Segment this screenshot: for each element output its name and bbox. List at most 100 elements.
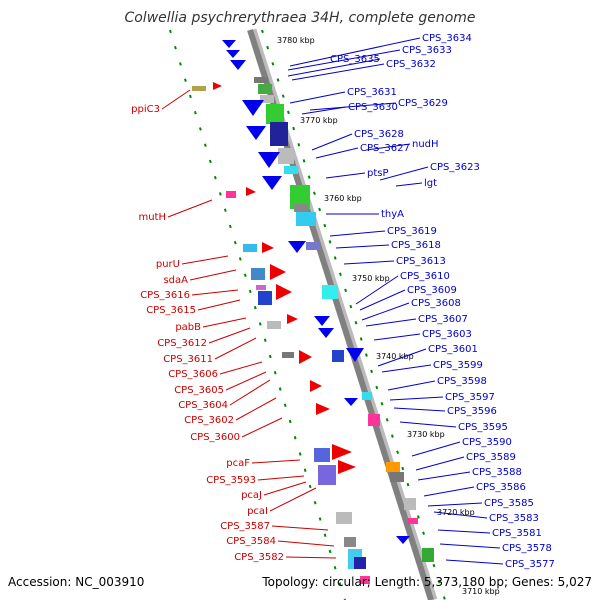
gene-leader-line <box>189 269 237 281</box>
gene-label[interactable]: CPS_3603 <box>422 329 472 340</box>
gene-leader-line <box>251 459 301 464</box>
gene-leader-line <box>395 182 423 187</box>
feature-block <box>360 576 370 584</box>
gene-label[interactable]: CPS_3604 <box>178 400 228 411</box>
gene-label[interactable]: pcaI <box>247 506 268 517</box>
forward-feature-arrow <box>396 536 410 544</box>
gene-leader-line <box>167 199 213 218</box>
feature-block <box>258 84 272 94</box>
gene-label[interactable]: CPS_3593 <box>206 475 256 486</box>
gene-label[interactable]: CPS_3623 <box>430 162 480 173</box>
gene-label[interactable]: CPS_3609 <box>407 285 457 296</box>
feature-block <box>306 242 320 250</box>
feature-block <box>344 537 356 547</box>
gene-label[interactable]: CPS_3615 <box>146 305 196 316</box>
gene-label[interactable]: thyA <box>381 209 404 220</box>
gene-leader-line <box>433 511 488 519</box>
gene-label[interactable]: CPS_3605 <box>174 385 224 396</box>
forward-feature-arrow <box>344 398 358 406</box>
genome-summary: Topology: circular; Length: 5,373,180 bp… <box>261 575 592 589</box>
gene-label[interactable]: CPS_3618 <box>391 240 441 251</box>
gene-label[interactable]: CPS_3632 <box>386 59 436 70</box>
gene-label[interactable]: CPS_3616 <box>140 290 190 301</box>
gene-label[interactable]: CPS_3619 <box>387 226 437 237</box>
gene-label[interactable]: pcaJ <box>241 490 262 501</box>
gene-label[interactable]: pabB <box>175 322 201 333</box>
feature-block <box>318 465 336 485</box>
gene-leader-line <box>219 361 263 375</box>
gene-label[interactable]: CPS_3630 <box>348 102 398 113</box>
gene-label[interactable]: CPS_3589 <box>466 452 516 463</box>
gene-label[interactable]: CPS_3597 <box>445 392 495 403</box>
gene-label[interactable]: CPS_3608 <box>411 298 461 309</box>
kbp-label: 3770 kbp <box>300 116 338 125</box>
gene-label[interactable]: CPS_3602 <box>184 415 234 426</box>
gene-leader-line <box>235 397 277 421</box>
gene-label[interactable]: nudH <box>412 139 439 150</box>
gene-label[interactable]: CPS_3635 <box>330 54 380 65</box>
gene-label[interactable]: CPS_3577 <box>505 559 555 570</box>
gene-label[interactable]: CPS_3629 <box>398 98 448 109</box>
gene-label[interactable]: lgt <box>424 178 437 189</box>
gene-leader-line <box>335 244 390 249</box>
gene-label[interactable]: ppiC3 <box>131 104 160 115</box>
gene-label[interactable]: CPS_3585 <box>484 498 534 509</box>
kbp-label: 3730 kbp <box>407 430 445 439</box>
gene-label[interactable]: CPS_3612 <box>157 338 207 349</box>
gene-label[interactable]: CPS_3610 <box>400 271 450 282</box>
gene-label[interactable]: CPS_3587 <box>220 521 270 532</box>
feature-block <box>404 498 416 510</box>
gene-label[interactable]: CPS_3583 <box>489 513 539 524</box>
forward-feature-arrow <box>258 152 280 168</box>
kbp-label: 3740 kbp <box>376 352 414 361</box>
feature-block <box>278 148 294 164</box>
gene-leader-line <box>225 371 267 391</box>
gene-label[interactable]: CPS_3582 <box>234 552 284 563</box>
gene-label[interactable]: CPS_3596 <box>447 406 497 417</box>
gene-label[interactable]: CPS_3595 <box>458 422 508 433</box>
kbp-label: 3720 kbp <box>437 508 475 517</box>
kbp-label: 3710 kbp <box>462 587 500 596</box>
gene-label[interactable]: mutH <box>138 212 166 223</box>
gene-leader-line <box>325 172 366 179</box>
kbp-scale: 3780 kbp 3770 kbp 3760 kbp 3750 kbp 3740… <box>277 36 500 596</box>
gene-label[interactable]: CPS_3584 <box>226 536 276 547</box>
gene-leader-line <box>291 63 385 81</box>
gene-leader-line <box>241 417 283 438</box>
gene-label[interactable]: CPS_3578 <box>502 543 552 554</box>
gene-label[interactable]: CPS_3586 <box>476 482 526 493</box>
feature-block <box>386 462 400 472</box>
gene-leader-line <box>329 230 386 237</box>
gene-label[interactable]: CPS_3611 <box>163 354 213 365</box>
gene-leader-line <box>289 37 421 67</box>
gene-label[interactable]: CPS_3599 <box>433 360 483 371</box>
gene-leader-line <box>437 529 491 534</box>
gene-label[interactable]: CPS_3634 <box>422 33 472 44</box>
gene-leader-line <box>381 364 432 373</box>
gene-label[interactable]: CPS_3598 <box>437 376 487 387</box>
gene-label[interactable]: sdaA <box>163 275 188 286</box>
kbp-label: 3780 kbp <box>277 36 315 45</box>
gene-label[interactable]: CPS_3601 <box>428 344 478 355</box>
gene-label[interactable]: purU <box>156 259 180 270</box>
gene-label[interactable]: CPS_3631 <box>347 87 397 98</box>
gene-label[interactable]: CPS_3627 <box>360 143 410 154</box>
gene-label[interactable]: CPS_3600 <box>190 432 240 443</box>
reverse-feature-arrow <box>276 284 292 300</box>
gene-label[interactable]: CPS_3606 <box>168 369 218 380</box>
map-title: Colwellia psychrerythraea 34H, complete … <box>124 10 475 26</box>
accession-label: Accession: NC_003910 <box>8 575 144 589</box>
gene-label[interactable]: CPS_3581 <box>492 528 542 539</box>
feature-block <box>362 392 372 400</box>
gene-label[interactable]: CPS_3613 <box>396 256 446 267</box>
forward-feature-arrow <box>346 348 364 362</box>
gene-label[interactable]: CPS_3628 <box>354 129 404 140</box>
gene-label[interactable]: CPS_3588 <box>472 467 522 478</box>
gene-label[interactable]: pcaF <box>226 458 250 469</box>
gene-label[interactable]: CPS_3607 <box>418 314 468 325</box>
gene-leader-line <box>315 147 359 159</box>
gene-label[interactable]: CPS_3633 <box>402 45 452 56</box>
gene-label[interactable]: CPS_3590 <box>462 437 512 448</box>
gene-label[interactable]: ptsP <box>367 168 389 179</box>
